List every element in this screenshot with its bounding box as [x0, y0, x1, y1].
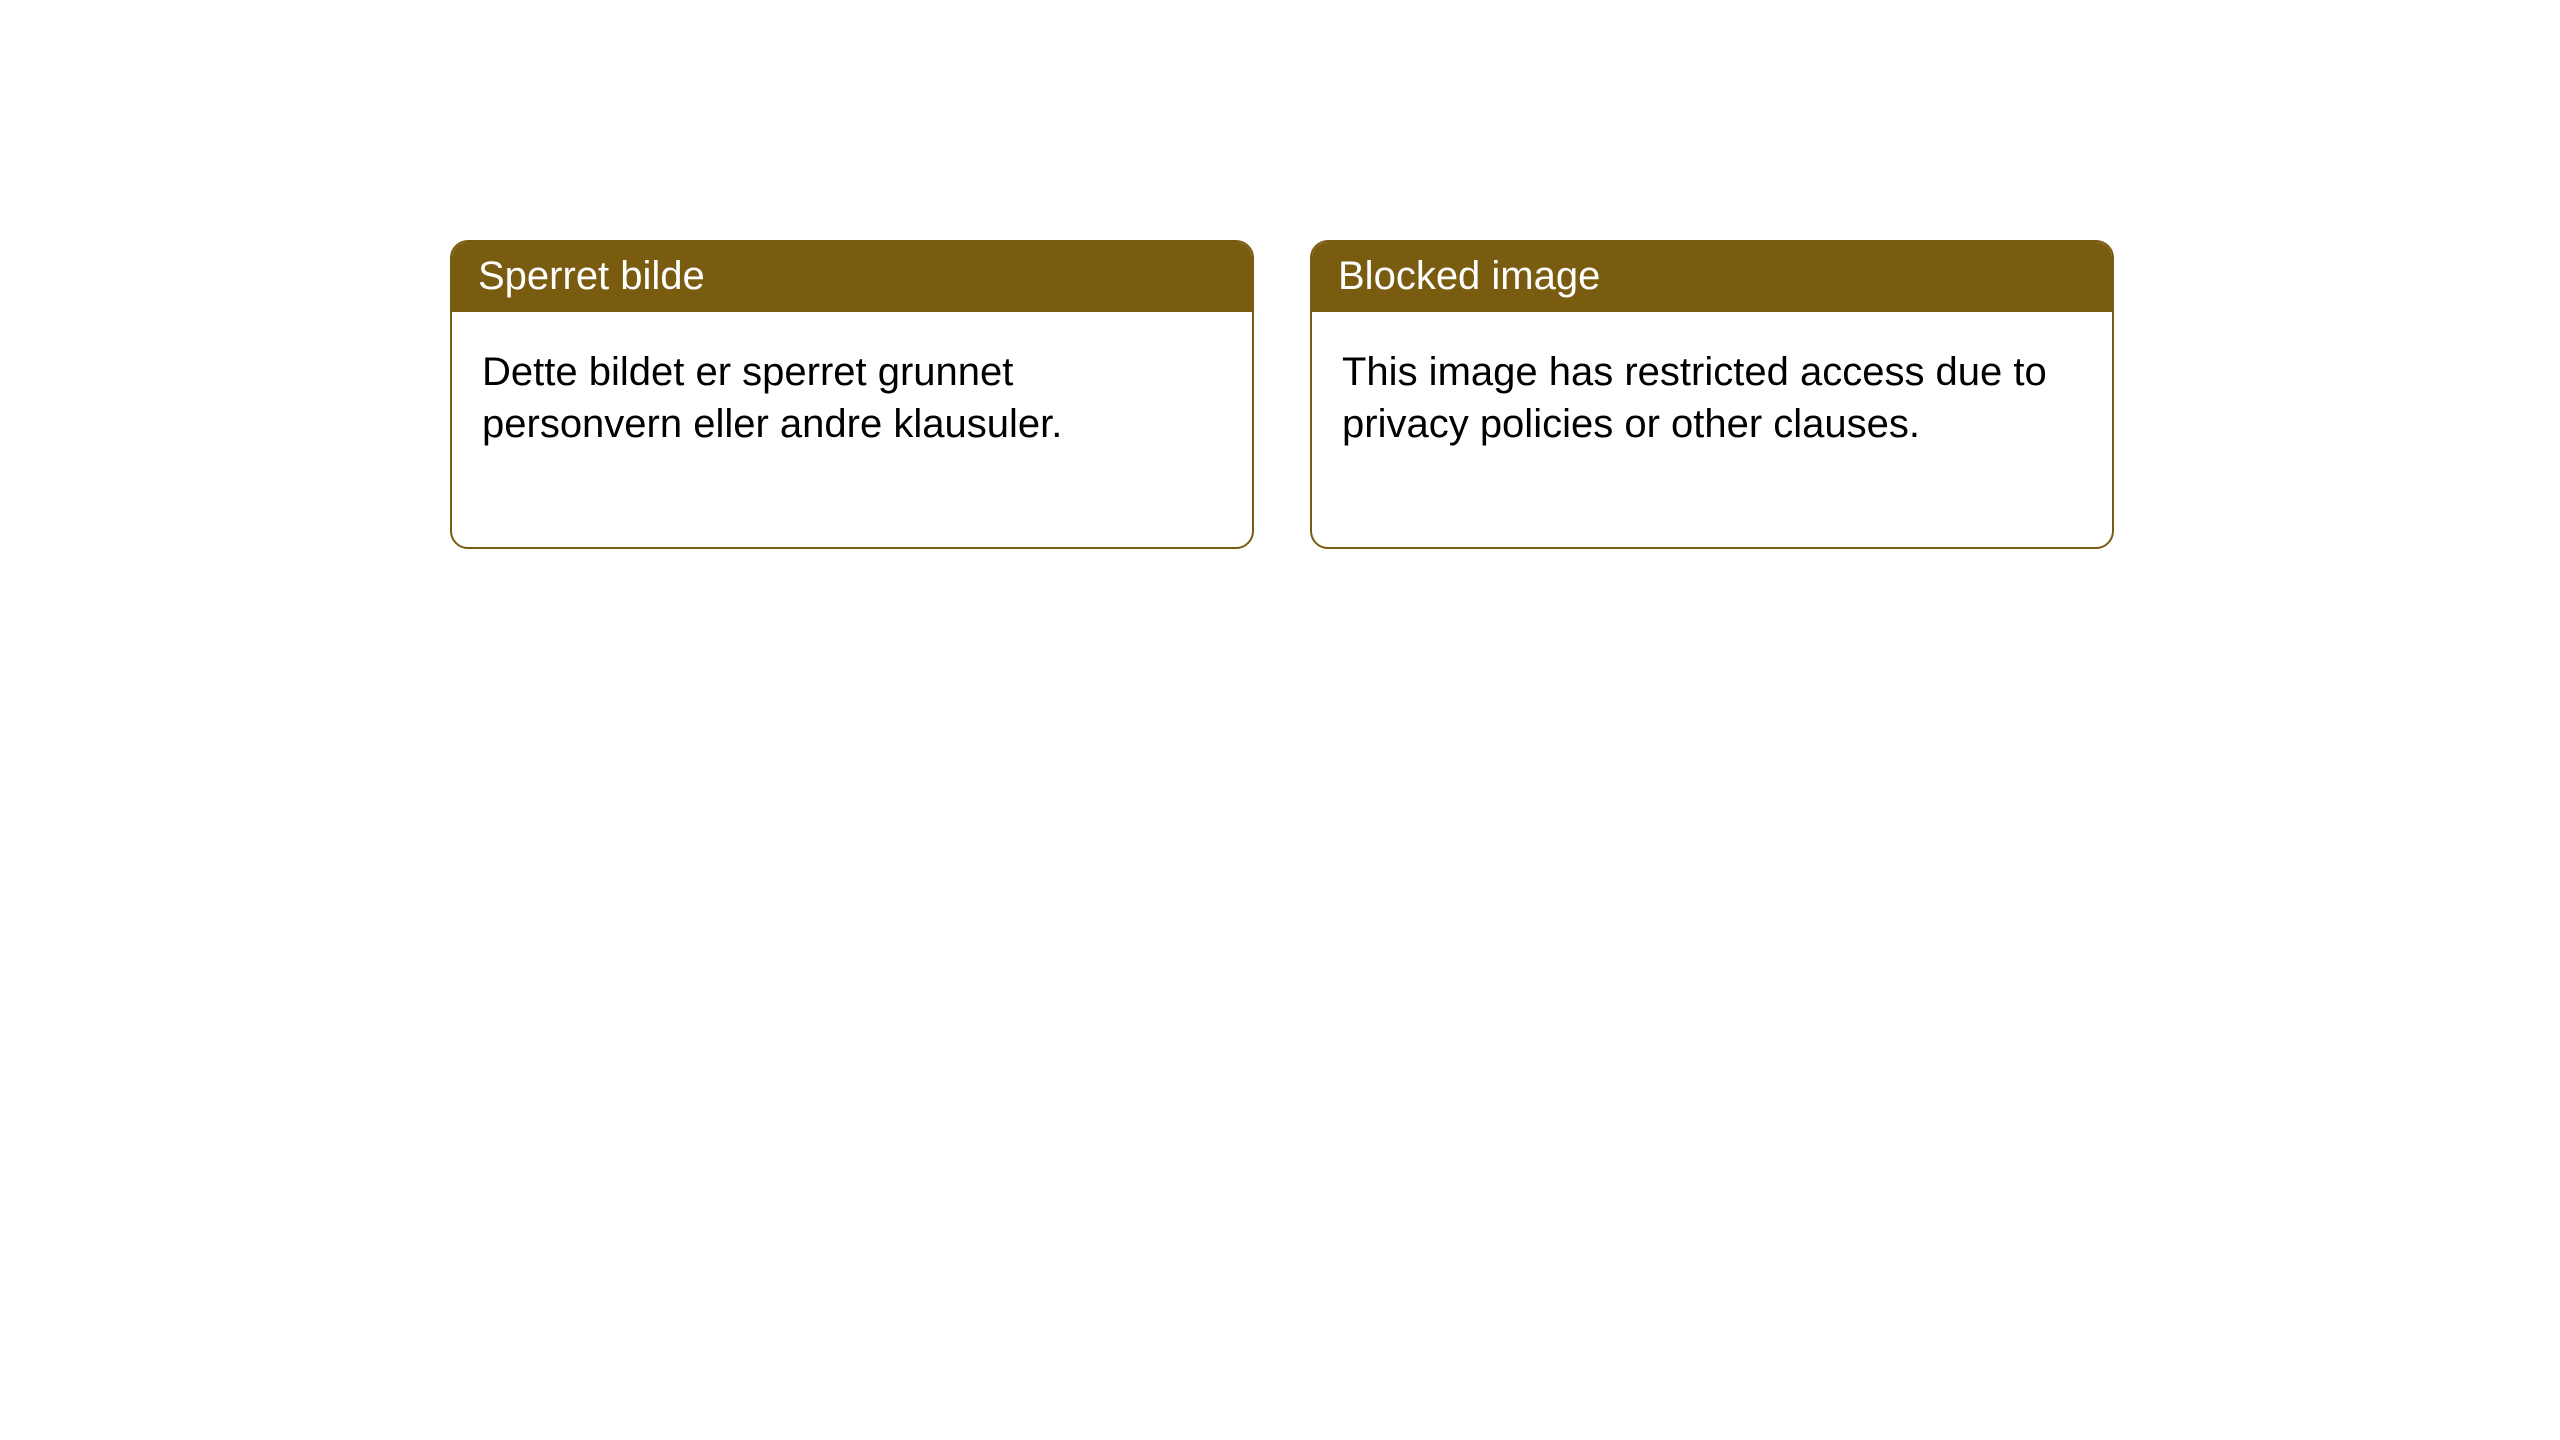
notice-body-en: This image has restricted access due to … [1312, 312, 2112, 547]
notice-box-no: Sperret bilde Dette bildet er sperret gr… [450, 240, 1254, 549]
notice-container: Sperret bilde Dette bildet er sperret gr… [450, 240, 2114, 549]
notice-body-no: Dette bildet er sperret grunnet personve… [452, 312, 1252, 547]
notice-box-en: Blocked image This image has restricted … [1310, 240, 2114, 549]
notice-title-no: Sperret bilde [452, 242, 1252, 312]
notice-title-en: Blocked image [1312, 242, 2112, 312]
